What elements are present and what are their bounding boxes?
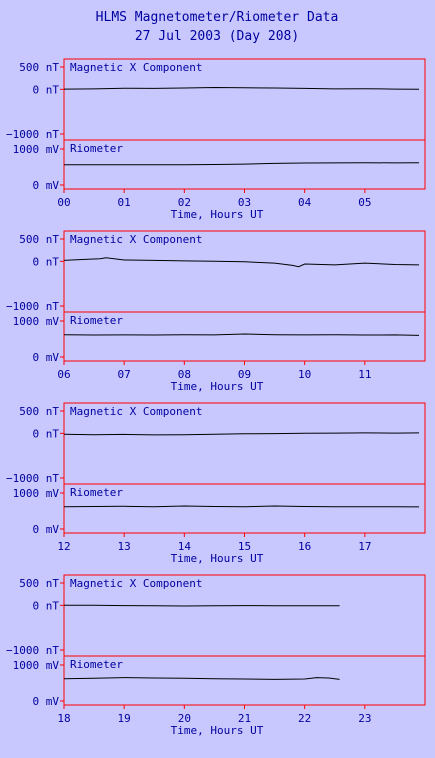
- panel-label: Riometer: [70, 658, 123, 671]
- x-tick-label: 03: [238, 196, 251, 209]
- x-tick-label: 02: [178, 196, 191, 209]
- y-tick-label: 1000 mV: [13, 659, 60, 672]
- series-line: [63, 333, 420, 336]
- panel-label: Magnetic X Component: [70, 233, 202, 246]
- y-tick-label: 0 nT: [33, 255, 60, 268]
- x-tick-label: 13: [118, 540, 131, 553]
- y-tick-label: 1000 mV: [13, 315, 60, 328]
- plot-block: Magnetic X Component 500 nT 0 nT −1000 nT Ri…: [6, 58, 426, 221]
- y-tick-label: 500 nT: [19, 233, 59, 246]
- x-tick-label: 19: [118, 712, 131, 725]
- series-line: [63, 505, 420, 508]
- plot-block: Magnetic X Component 500 nT 0 nT −1000 nT Ri…: [6, 402, 426, 565]
- series-line: [63, 432, 420, 436]
- chart-subtitle: 27 Jul 2003 (Day 208): [135, 29, 299, 44]
- plot-block: Magnetic X Component 500 nT 0 nT −1000 nT Ri…: [6, 230, 426, 393]
- x-tick-label: 14: [178, 540, 192, 553]
- y-tick-label: 500 nT: [19, 405, 59, 418]
- series-line: [64, 162, 420, 166]
- y-tick-label: 0 mV: [33, 695, 60, 708]
- series-line: [63, 86, 420, 90]
- x-tick-label: 17: [358, 540, 371, 553]
- y-tick-label: 500 nT: [19, 61, 59, 74]
- x-tick-label: 23: [358, 712, 371, 725]
- series-line: [64, 604, 340, 607]
- x-axis-label: Time, Hours UT: [171, 380, 264, 393]
- x-tick-label: 20: [178, 712, 191, 725]
- x-tick-label: 06: [57, 368, 70, 381]
- y-tick-label: 500 nT: [19, 577, 59, 590]
- y-tick-label: 0 nT: [33, 599, 60, 612]
- x-tick-label: 18: [57, 712, 70, 725]
- chart-title: HLMS Magnetometer/Riometer Data: [96, 10, 339, 25]
- x-tick-label: 09: [238, 368, 251, 381]
- plot-block: Magnetic X Component 500 nT 0 nT −1000 nT Ri…: [6, 574, 426, 737]
- y-tick-label: 1000 mV: [13, 487, 60, 500]
- x-tick-label: 07: [118, 368, 131, 381]
- x-tick-label: 08: [178, 368, 191, 381]
- y-tick-label: 0 mV: [33, 179, 60, 192]
- x-tick-label: 11: [358, 368, 371, 381]
- x-tick-label: 01: [118, 196, 131, 209]
- y-tick-label: −1000 nT: [6, 644, 59, 657]
- x-tick-label: 05: [358, 196, 371, 209]
- x-tick-label: 22: [298, 712, 311, 725]
- x-tick-label: 16: [298, 540, 311, 553]
- x-tick-label: 15: [238, 540, 251, 553]
- y-tick-label: −1000 nT: [6, 128, 59, 141]
- x-tick-label: 00: [57, 196, 70, 209]
- x-tick-label: 04: [298, 196, 312, 209]
- y-tick-label: 0 mV: [33, 351, 60, 364]
- x-axis-label: Time, Hours UT: [171, 552, 264, 565]
- plot-blocks: Magnetic X Component 500 nT 0 nT −1000 nT Ri…: [6, 58, 426, 737]
- y-tick-label: −1000 nT: [6, 472, 59, 485]
- y-tick-label: 1000 mV: [13, 143, 60, 156]
- x-tick-label: 21: [238, 712, 251, 725]
- panel-label: Riometer: [70, 314, 123, 327]
- y-tick-label: −1000 nT: [6, 300, 59, 313]
- y-tick-label: 0 nT: [33, 427, 60, 440]
- series-line: [63, 257, 420, 268]
- panel-label: Magnetic X Component: [70, 577, 202, 590]
- x-tick-label: 12: [57, 540, 70, 553]
- panel-label: Magnetic X Component: [70, 405, 202, 418]
- y-tick-label: 0 nT: [33, 83, 60, 96]
- x-axis-label: Time, Hours UT: [171, 208, 264, 221]
- y-tick-label: 0 mV: [33, 523, 60, 536]
- panel-label: Magnetic X Component: [70, 61, 202, 74]
- x-axis-label: Time, Hours UT: [171, 724, 264, 737]
- panel-label: Riometer: [70, 142, 123, 155]
- series-line: [63, 677, 340, 680]
- x-tick-label: 10: [298, 368, 311, 381]
- panel-label: Riometer: [70, 486, 123, 499]
